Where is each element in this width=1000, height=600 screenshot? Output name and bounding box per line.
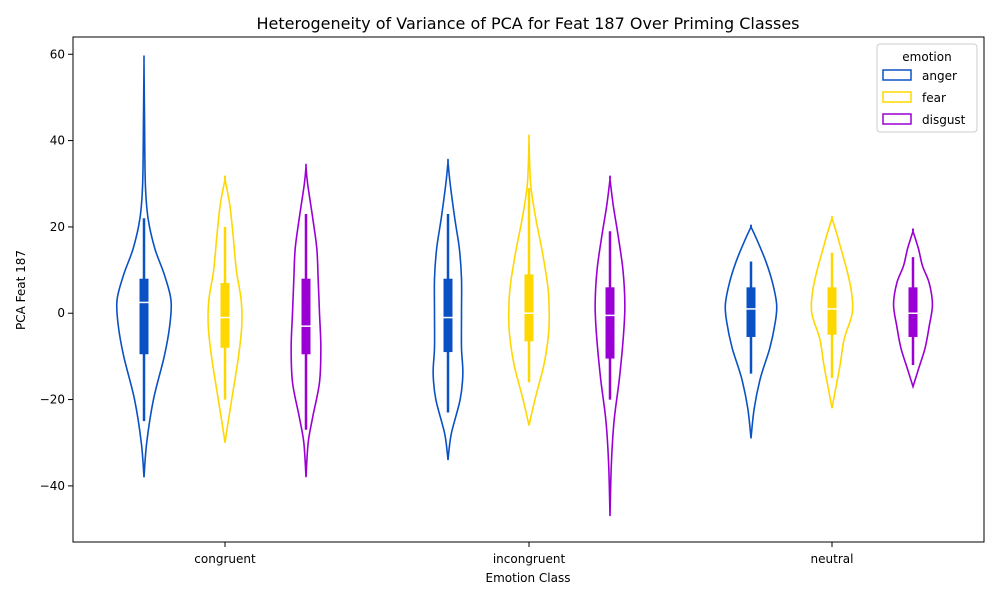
violin-outline <box>507 134 551 426</box>
legend-label-fear: fear <box>922 91 946 105</box>
legend-swatch-disgust <box>882 113 912 125</box>
violin-outline <box>290 163 322 478</box>
x-tick-label-neutral: neutral <box>811 552 854 566</box>
violin-disgust-incongruent <box>594 175 626 517</box>
y-axis: −40 −20 0 20 40 60 <box>40 47 73 493</box>
violin-fear-congruent <box>207 175 243 443</box>
violin-outline <box>207 175 243 443</box>
x-tick-label-congruent: congruent <box>194 552 256 566</box>
violin-outline <box>594 175 626 517</box>
violin-iqr-box <box>301 278 311 355</box>
violin-outline <box>432 158 464 461</box>
violin-disgust-congruent <box>290 163 322 478</box>
legend-label-disgust: disgust <box>922 113 966 127</box>
violin-iqr-box <box>443 278 453 353</box>
violin-anger-incongruent <box>432 158 464 461</box>
y-tick-label: −40 <box>40 479 65 493</box>
legend-swatch-fear <box>882 91 912 103</box>
violin-iqr-box <box>220 283 230 348</box>
legend-frame <box>876 43 978 133</box>
x-tick-label-incongruent: incongruent <box>493 552 566 566</box>
violin-anger-neutral <box>724 224 778 439</box>
violin-disgust-neutral <box>892 228 934 390</box>
violin-iqr-box <box>524 274 534 342</box>
violin-outline <box>724 224 778 439</box>
violin-anger-congruent <box>115 55 173 478</box>
y-tick-label: −20 <box>40 393 65 407</box>
violin-outline <box>115 55 173 478</box>
plot-area <box>115 55 934 517</box>
x-axis-label: Emotion Class <box>486 571 571 585</box>
y-tick-label: 60 <box>50 47 65 61</box>
violin-fear-incongruent <box>507 134 551 426</box>
violin-iqr-box <box>746 287 756 337</box>
legend-label-anger: anger <box>922 69 957 83</box>
violin-iqr-box <box>605 287 615 359</box>
y-axis-label: PCA Feat 187 <box>14 250 28 330</box>
y-tick-label: 0 <box>57 306 65 320</box>
violin-outline <box>892 228 934 390</box>
violin-iqr-box <box>139 278 149 355</box>
legend: emotion anger fear disgust <box>876 43 978 133</box>
legend-title: emotion <box>902 50 951 64</box>
chart-title: Heterogeneity of Variance of PCA for Fea… <box>256 14 799 33</box>
x-axis: congruent incongruent neutral <box>194 542 853 566</box>
violin-iqr-box <box>827 287 837 335</box>
violin-fear-neutral <box>810 215 854 409</box>
violin-outline <box>810 215 854 409</box>
y-tick-label: 40 <box>50 134 65 148</box>
violin-iqr-box <box>908 287 918 337</box>
legend-swatch-anger <box>882 69 912 81</box>
y-tick-label: 20 <box>50 220 65 234</box>
